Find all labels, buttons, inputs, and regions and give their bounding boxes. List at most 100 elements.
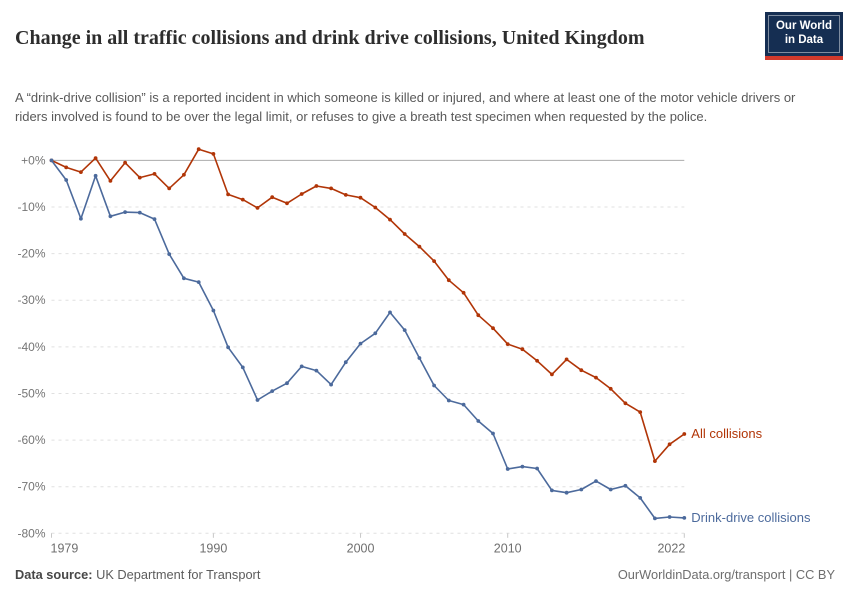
data-point[interactable] [255,398,260,402]
data-point[interactable] [211,308,216,313]
data-point[interactable] [79,216,83,221]
data-point[interactable] [196,147,201,152]
data-point[interactable] [329,186,333,191]
data-point[interactable] [402,232,407,236]
data-point[interactable] [299,192,304,196]
data-point[interactable] [564,490,569,495]
data-point[interactable] [270,195,275,200]
data-point[interactable] [505,342,510,346]
data-point[interactable] [343,193,348,197]
data-point[interactable] [226,192,231,197]
data-point[interactable] [476,313,481,318]
data-point[interactable] [255,206,260,210]
data-point[interactable] [358,195,363,200]
series-line-1[interactable] [50,159,686,520]
y-tick-label--40: -40% [17,340,45,354]
data-point[interactable] [638,410,643,414]
data-point[interactable] [535,358,539,363]
data-point[interactable] [638,496,643,500]
data-point[interactable] [123,160,127,165]
data-point[interactable] [64,178,69,182]
data-point[interactable] [240,365,245,370]
data-point[interactable] [79,170,83,175]
data-point[interactable] [550,488,554,493]
data-point[interactable] [93,156,98,161]
data-point[interactable] [108,179,113,183]
data-point[interactable] [564,357,569,362]
data-point[interactable] [579,368,584,373]
data-point[interactable] [491,326,495,331]
attribution-link[interactable]: OurWorldinData.org/transport | CC BY [617,567,835,582]
data-point[interactable] [211,152,216,156]
data-point[interactable] [358,341,363,346]
data-point[interactable] [461,290,466,295]
data-point[interactable] [108,214,113,219]
data-point[interactable] [285,201,289,206]
data-point[interactable] [373,205,378,210]
data-point[interactable] [594,479,598,483]
data-point[interactable] [623,483,628,488]
data-point[interactable] [520,347,525,352]
data-point[interactable] [270,389,275,393]
data-source-label: Data source: [15,567,93,582]
data-point[interactable] [93,173,98,178]
data-point[interactable] [653,516,657,521]
data-point[interactable] [388,217,392,222]
data-point[interactable] [285,381,289,386]
data-point[interactable] [608,386,613,391]
data-point[interactable] [608,487,613,492]
data-point[interactable] [417,244,422,249]
data-point[interactable] [417,356,422,360]
data-point[interactable] [343,360,348,365]
data-point[interactable] [402,328,407,332]
chart-subtitle: A “drink-drive collision” is a reported … [15,90,796,124]
x-tick-label-1990: 1990 [199,541,227,555]
data-point[interactable] [682,516,687,520]
data-point[interactable] [579,487,584,492]
data-point[interactable] [182,276,186,281]
data-point[interactable] [667,442,672,447]
data-point[interactable] [226,345,231,350]
data-point[interactable] [667,515,672,519]
data-point[interactable] [535,466,539,471]
y-tick-label--60: -60% [17,433,45,447]
data-point[interactable] [167,186,172,191]
data-point[interactable] [461,402,466,407]
data-point[interactable] [446,398,451,403]
data-point[interactable] [594,375,598,380]
data-point[interactable] [373,331,378,336]
data-point[interactable] [167,252,172,256]
data-point[interactable] [196,280,201,284]
data-point[interactable] [550,372,554,377]
data-point[interactable] [49,158,54,163]
data-point[interactable] [329,382,333,387]
data-point[interactable] [137,175,142,180]
series-line-0[interactable] [50,148,686,462]
page-title: Change in all traffic collisions and dri… [15,27,645,50]
data-point[interactable] [123,210,127,215]
data-point[interactable] [388,310,392,315]
data-point[interactable] [653,459,657,463]
data-point[interactable] [64,165,69,170]
data-point[interactable] [505,467,510,471]
data-point[interactable] [432,383,436,388]
data-point[interactable] [446,278,451,283]
y-tick-label--80: -80% [17,526,45,540]
data-point[interactable] [137,210,142,215]
data-point[interactable] [491,431,495,436]
data-point[interactable] [623,401,628,406]
x-tick-label-2000: 2000 [347,541,375,555]
data-point[interactable] [152,172,157,176]
data-point[interactable] [314,184,319,188]
data-point[interactable] [682,432,687,436]
data-point[interactable] [152,217,157,222]
owid-logo[interactable]: Our World in Data [764,12,843,60]
data-point[interactable] [240,197,245,202]
data-point[interactable] [299,364,304,369]
data-point[interactable] [520,464,525,469]
data-point[interactable] [476,419,481,423]
data-point[interactable] [314,368,319,373]
data-point[interactable] [182,172,186,177]
data-point[interactable] [432,259,436,263]
